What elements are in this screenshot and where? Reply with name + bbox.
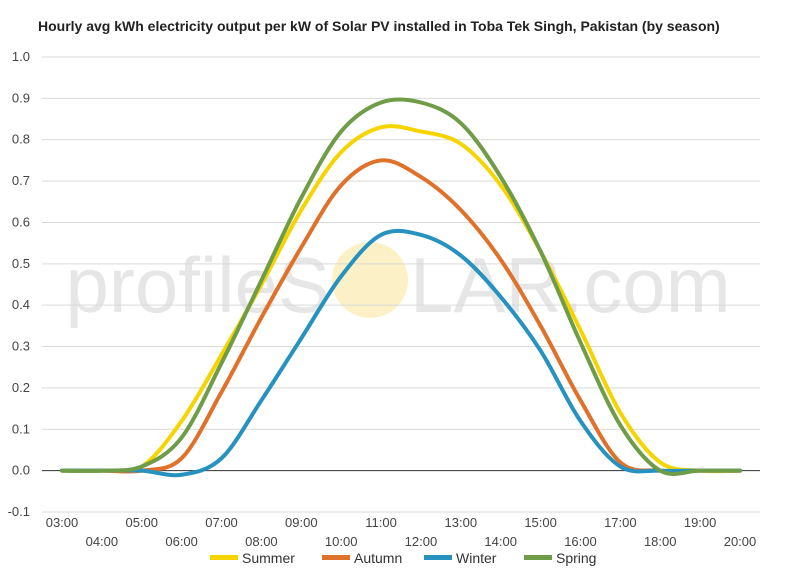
y-tick-label: 0.9 xyxy=(12,90,30,105)
x-tick-label: 17:00 xyxy=(604,515,637,530)
x-tick-label: 15:00 xyxy=(524,515,557,530)
x-tick-label: 20:00 xyxy=(724,534,757,549)
series-line-spring xyxy=(60,97,742,476)
x-tick-label: 10:00 xyxy=(325,534,358,549)
watermark-sun-logo xyxy=(332,242,408,318)
x-tick-label: 16:00 xyxy=(564,534,597,549)
gridlines xyxy=(42,56,760,513)
x-tick-label: 11:00 xyxy=(365,515,397,530)
legend-label-summer: Summer xyxy=(242,550,295,566)
y-tick-label: -0.1 xyxy=(8,504,30,519)
y-tick-label: 0.2 xyxy=(12,380,30,395)
y-tick-label: 0.8 xyxy=(12,132,30,147)
x-tick-label: 05:00 xyxy=(125,515,158,530)
legend-swatch-winter xyxy=(424,555,452,560)
series-lines xyxy=(60,97,742,478)
x-tick-label: 19:00 xyxy=(684,515,717,530)
watermark: profileS LAR.com xyxy=(66,241,731,329)
legend-swatch-summer xyxy=(210,555,238,560)
y-tick-label: 0.0 xyxy=(12,463,30,478)
y-tick-label: 0.7 xyxy=(12,173,30,188)
y-tick-label: 1.0 xyxy=(12,49,30,64)
x-tick-label: 03:00 xyxy=(46,515,79,530)
watermark-text-left: profileS xyxy=(66,241,330,329)
series-line-winter xyxy=(60,228,742,478)
legend-swatch-autumn xyxy=(322,555,350,560)
legend-label-autumn: Autumn xyxy=(354,550,402,566)
x-tick-label: 12:00 xyxy=(405,534,438,549)
chart-title: Hourly avg kWh electricity output per kW… xyxy=(38,18,720,34)
x-tick-label: 06:00 xyxy=(165,534,198,549)
x-tick-label: 13:00 xyxy=(445,515,478,530)
x-tick-label: 18:00 xyxy=(644,534,677,549)
y-tick-label: 0.3 xyxy=(12,339,30,354)
x-axis: 03:00 04:00 05:00 06:00 07:00 08:00 09:00 10:00… xyxy=(46,515,757,549)
legend-swatch-spring xyxy=(524,555,552,560)
x-tick-label: 08:00 xyxy=(245,534,278,549)
legend: Summer Autumn Winter Spring xyxy=(210,550,596,566)
y-tick-label: 0.5 xyxy=(12,256,30,271)
x-tick-label: 07:00 xyxy=(205,515,238,530)
y-tick-label: 0.1 xyxy=(12,421,30,436)
legend-label-winter: Winter xyxy=(456,550,497,566)
y-tick-label: 0.6 xyxy=(12,214,30,229)
y-tick-label: 0.4 xyxy=(12,297,30,312)
y-axis: -0.1 0.0 0.1 0.2 0.3 0.4 0.5 0.6 0.7 0.8 0.9 1.0 xyxy=(8,49,30,519)
x-tick-label: 04:00 xyxy=(86,534,119,549)
series-line-autumn xyxy=(60,158,742,474)
legend-label-spring: Spring xyxy=(556,550,596,566)
x-tick-label: 09:00 xyxy=(285,515,318,530)
series-line-summer xyxy=(60,124,742,474)
x-tick-label: 14:00 xyxy=(484,534,517,549)
